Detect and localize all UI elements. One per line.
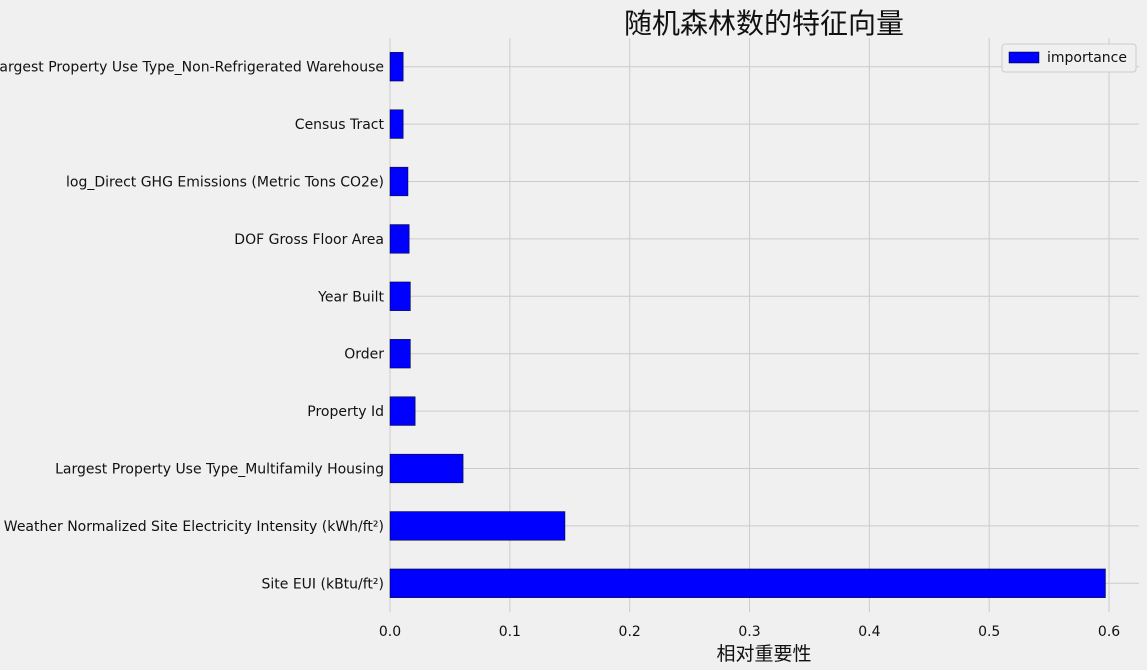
bar [389,52,404,82]
y-tick-label: Largest Property Use Type_Multifamily Ho… [55,462,384,478]
bar [389,339,411,369]
x-tick-label: 0.2 [619,624,641,640]
legend: importance [1001,43,1137,73]
bar [389,281,411,311]
y-tick-label: Site EUI (kBtu/ft²) [262,576,385,592]
x-tick-label: 0.5 [978,624,1000,640]
bar [389,511,566,541]
bar [389,166,409,197]
bar-layer [389,52,1106,598]
y-tick-label: log_Direct GHG Emissions (Metric Tons CO… [66,175,384,191]
x-axis-label: 相对重要性 [716,643,811,665]
y-tick-label: Weather Normalized Site Electricity Inte… [4,519,384,535]
legend-label: importance [1047,50,1127,66]
legend-swatch [1008,51,1040,64]
y-tick-label: Census Tract [295,117,385,133]
chart-title: 随机森林数的特征向量 [624,7,904,40]
y-tick-label: Order [344,347,384,363]
x-tick-labels: 0.0 0.1 0.2 0.3 0.4 0.5 0.6 [379,624,1120,640]
bar [389,109,404,139]
legend-box [1001,43,1137,73]
y-tick-label: Largest Property Use Type_Non-Refrigerat… [0,60,384,76]
bar [389,396,416,426]
grid-layer [389,38,1139,612]
y-tick-label: Property Id [307,404,384,420]
x-tick-label: 0.3 [738,624,760,640]
x-tick-label: 0.1 [499,624,521,640]
bar [389,453,464,484]
bar [389,568,1106,598]
y-tick-labels: Site EUI (kBtu/ft²) Weather Normalized Si… [0,60,385,593]
bar [389,224,410,254]
x-tick-label: 0.4 [858,624,880,640]
x-tick-label: 0.6 [1098,624,1120,640]
x-tick-label: 0.0 [379,624,401,640]
y-tick-label: Year Built [317,289,384,305]
y-tick-label: DOF Gross Floor Area [234,232,384,248]
